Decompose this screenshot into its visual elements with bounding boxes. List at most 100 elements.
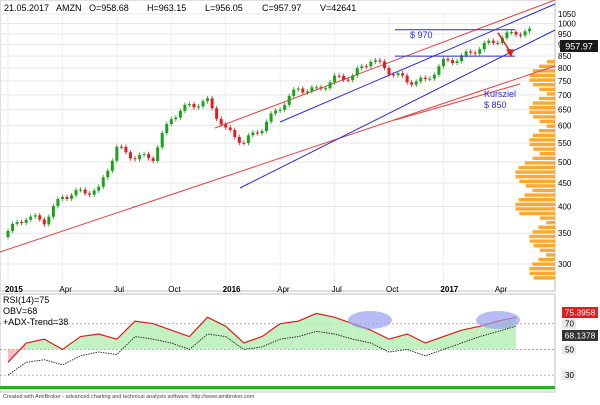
candle-body [165,124,169,134]
candle-body [496,42,500,44]
header-low: L=956.05 [205,3,243,13]
volume-profile-bar [539,248,555,252]
ind-tick-label: 30 [565,371,574,380]
rsi-fill-segment [370,330,389,350]
volume-profile-bar [533,244,555,248]
candle-body [314,87,318,89]
main-grid [0,12,555,285]
y-tick-label: 850 [558,52,572,61]
candle-body [65,197,69,199]
candle-body [160,133,164,148]
candle-body [523,31,527,36]
candle-body [387,67,391,75]
x-tick-label: Jul [332,285,342,294]
candle-body [128,152,132,159]
rsi-fill-segment [461,326,480,350]
volume-profile-bar [529,142,555,147]
candle-body [228,127,232,130]
volume-profile-bar [532,69,555,73]
candle-body [378,60,382,62]
candle-body [79,189,83,191]
candle-body [410,82,414,85]
candle-body [92,190,96,195]
rsi-fill-segment [316,313,335,350]
last-price-badge [560,40,598,52]
candle-body [255,132,259,134]
x-tick-label: 2017 [440,285,458,294]
volume-profile-bar [515,202,555,206]
candle-body [351,75,355,81]
candle-body [133,158,137,160]
candle-body [514,32,518,35]
volume-profile-bar [532,188,555,193]
rsi-fill-segment [116,321,135,350]
volume-profile-bar [519,211,555,216]
candle-body [310,87,314,92]
candle-body [201,101,205,107]
candle-body [83,189,87,194]
volume-profile-bar [539,96,555,101]
rsi-fill-segment [298,313,317,350]
volume-profile-bar [546,253,555,257]
y-tick-label: 600 [558,122,572,131]
candle-body [151,158,155,161]
candle-body [292,89,296,96]
candle-body [219,118,223,125]
candle-body [392,74,396,76]
volume-profile-bar [529,106,555,110]
y-tick-label: 950 [558,30,572,39]
volume-profile-bar [539,119,555,124]
volume-profile-bar [532,101,555,105]
volume-profile-bar [533,147,555,151]
candle-body [396,73,400,76]
candle-body [138,154,142,160]
candle-body [24,219,28,223]
highlight-ellipse [476,311,520,329]
volume-profile-bar [532,133,555,137]
x-tick-label: 2015 [5,285,23,294]
volume-profile-bar [524,161,555,165]
indicator-axis: 30 50 70 [562,318,576,381]
y-tick-label: 800 [558,64,572,73]
candle-body [33,215,37,217]
ind-tick-bg [562,318,576,329]
candle-body [187,103,191,105]
volume-profile-bar [547,60,555,64]
candle-body [478,49,482,54]
candle-body [233,129,237,138]
candle-body [74,190,78,196]
candle-body [369,61,373,67]
highlight-ellipses [348,311,520,329]
bottom-strip [0,386,555,389]
candle-body [382,61,386,68]
candle-body [210,98,214,109]
volume-profile-bar [518,165,555,170]
candle-body [101,177,105,187]
candle-body [505,32,509,38]
header-date: 21.05.2017 [4,3,49,13]
volume-profile-bar [538,225,555,229]
volume-profile-bar [533,115,555,119]
candle-body [42,219,46,225]
volume-profile-bar [524,193,555,197]
candle-body [11,223,15,231]
target-label-line2: $ 850 [484,100,507,110]
candle-body [47,216,51,225]
indicator-lines [7,312,517,376]
candle-body [414,81,418,85]
header-symbol: AMZN [56,3,82,13]
target-arrow-shaft [497,32,511,52]
candle-body [20,222,24,224]
candle-body [110,160,114,171]
volume-profile-bar [546,92,555,96]
resistance-label: $ 970 [410,30,433,40]
candle-body [147,154,151,159]
volume-profile-bar [518,198,555,202]
highlight-ellipse [348,311,392,329]
y-tick-label: 750 [558,77,572,86]
y-tick-label: 350 [558,229,572,238]
rsi-fill-segment [80,334,99,350]
rsi-fill-segment [407,334,426,350]
candle-body [269,113,273,122]
